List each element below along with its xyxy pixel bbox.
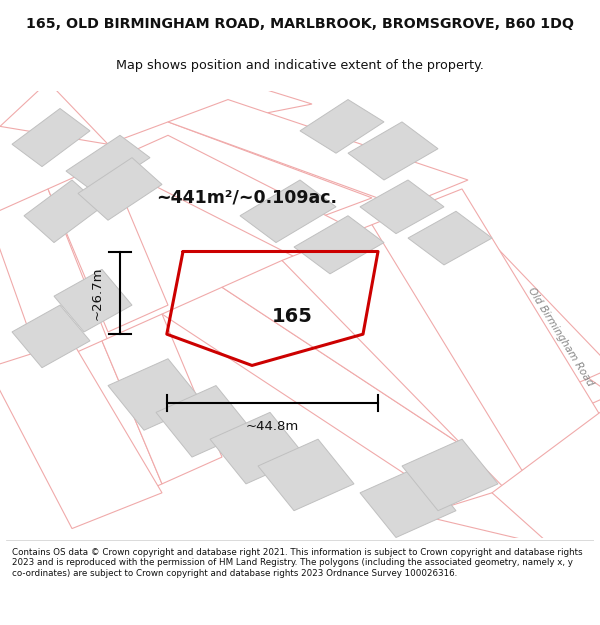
- Polygon shape: [432, 242, 600, 394]
- Text: 165: 165: [272, 307, 313, 326]
- Polygon shape: [240, 180, 336, 243]
- Polygon shape: [156, 386, 252, 457]
- Polygon shape: [162, 288, 480, 484]
- Polygon shape: [54, 269, 132, 332]
- Polygon shape: [294, 216, 384, 274]
- Polygon shape: [402, 439, 498, 511]
- Polygon shape: [492, 404, 600, 546]
- Polygon shape: [42, 341, 162, 511]
- Polygon shape: [78, 158, 162, 220]
- Text: Contains OS data © Crown copyright and database right 2021. This information is : Contains OS data © Crown copyright and d…: [12, 548, 583, 578]
- Polygon shape: [360, 466, 456, 538]
- Polygon shape: [0, 189, 108, 368]
- Text: Map shows position and indicative extent of the property.: Map shows position and indicative extent…: [116, 59, 484, 72]
- Text: 165, OLD BIRMINGHAM ROAD, MARLBROOK, BROMSGROVE, B60 1DQ: 165, OLD BIRMINGHAM ROAD, MARLBROOK, BRO…: [26, 18, 574, 31]
- Polygon shape: [102, 314, 222, 484]
- Polygon shape: [12, 109, 90, 167]
- Text: Old Birmingham Road: Old Birmingham Road: [526, 285, 596, 388]
- Polygon shape: [0, 341, 162, 529]
- Polygon shape: [108, 135, 432, 296]
- Text: ~26.7m: ~26.7m: [90, 266, 103, 319]
- Polygon shape: [258, 439, 354, 511]
- Polygon shape: [12, 305, 90, 368]
- Text: ~441m²/~0.109ac.: ~441m²/~0.109ac.: [156, 189, 337, 207]
- Polygon shape: [222, 261, 540, 457]
- Polygon shape: [168, 99, 468, 207]
- Polygon shape: [66, 135, 150, 193]
- Polygon shape: [282, 224, 600, 506]
- Polygon shape: [0, 82, 156, 144]
- Polygon shape: [372, 189, 600, 471]
- Polygon shape: [372, 269, 600, 421]
- Polygon shape: [408, 211, 492, 265]
- Polygon shape: [300, 99, 384, 153]
- Polygon shape: [24, 180, 102, 243]
- Polygon shape: [210, 412, 306, 484]
- Polygon shape: [420, 492, 600, 546]
- Polygon shape: [48, 82, 312, 144]
- Polygon shape: [360, 180, 444, 234]
- Polygon shape: [108, 359, 204, 430]
- Polygon shape: [48, 162, 168, 332]
- Text: ~44.8m: ~44.8m: [246, 421, 299, 433]
- Polygon shape: [108, 122, 372, 224]
- Polygon shape: [348, 122, 438, 180]
